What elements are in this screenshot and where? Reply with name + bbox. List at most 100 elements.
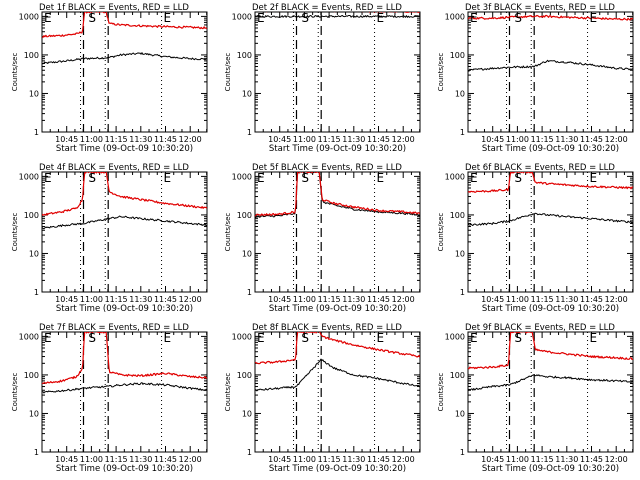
- x-axis-label: Start Time (09-Oct-09 10:30:20): [269, 464, 406, 474]
- plot-frame: [41, 171, 208, 293]
- marker-label: E: [44, 171, 52, 185]
- x-tick-label: 12:00: [605, 135, 628, 144]
- detector-panel: Det 3f BLACK = Events, RED = LLD 1 10 100 10…: [437, 3, 634, 154]
- x-tick-label: 12:00: [392, 295, 415, 304]
- x-tick-label: 11:15: [105, 295, 128, 304]
- x-tick-label: 11:00: [80, 135, 103, 144]
- marker-label: E: [164, 331, 172, 345]
- panel-title: Det 1f BLACK = Events, RED = LLD: [39, 3, 189, 13]
- x-tick-label: 11:30: [342, 295, 365, 304]
- detector-panel: Det 6f BLACK = Events, RED = LLD 1 10 100 10…: [437, 163, 634, 314]
- marker-label: E: [164, 11, 172, 25]
- y-tick-label: 1: [460, 128, 465, 137]
- x-axis-label: Start Time (09-Oct-09 10:30:20): [56, 304, 193, 314]
- marker-label: S: [301, 11, 309, 25]
- x-tick-label: 11:00: [293, 455, 316, 464]
- plot-frame: [41, 11, 208, 133]
- detector-panel: Det 5f BLACK = Events, RED = LLD 1 10 100 10…: [224, 163, 421, 314]
- x-tick-label: 10:45: [481, 455, 504, 464]
- marker-label: S: [514, 11, 522, 25]
- y-tick-label: 10: [29, 249, 39, 258]
- x-tick-label: 11:30: [342, 135, 365, 144]
- x-tick-label: 11:45: [154, 455, 177, 464]
- y-tick-label: 10: [455, 409, 465, 418]
- x-tick-label: 12:00: [605, 455, 628, 464]
- y-tick-label: 1000: [232, 332, 252, 341]
- x-tick-label: 11:00: [506, 455, 529, 464]
- panel-title: Det 5f BLACK = Events, RED = LLD: [252, 163, 402, 173]
- x-tick-label: 11:30: [129, 135, 152, 144]
- x-axis-label: Start Time (09-Oct-09 10:30:20): [269, 144, 406, 154]
- y-tick-label: 10: [242, 249, 252, 258]
- events-line: [468, 374, 633, 392]
- y-tick-label: 1: [247, 448, 252, 457]
- panel-title: Det 3f BLACK = Events, RED = LLD: [465, 3, 615, 13]
- y-tick-label: 100: [450, 211, 465, 220]
- lld-line: [42, 332, 207, 385]
- x-tick-label: 11:00: [506, 295, 529, 304]
- plot-frame: [41, 331, 208, 453]
- panel-title: Det 4f BLACK = Events, RED = LLD: [39, 163, 189, 173]
- lld-line: [42, 12, 207, 38]
- x-tick-label: 11:15: [531, 295, 554, 304]
- events-line: [255, 358, 420, 392]
- marker-label: S: [88, 171, 96, 185]
- panel-title: Det 6f BLACK = Events, RED = LLD: [465, 163, 615, 173]
- x-tick-label: 10:45: [55, 455, 78, 464]
- y-tick-label: 1000: [19, 332, 39, 341]
- y-tick-label: 1000: [445, 12, 465, 21]
- x-tick-label: 11:30: [129, 295, 152, 304]
- y-tick-label: 1000: [19, 12, 39, 21]
- y-tick-label: 10: [29, 409, 39, 418]
- y-tick-label: 1: [247, 288, 252, 297]
- marker-label: E: [377, 171, 385, 185]
- x-axis-label: Start Time (09-Oct-09 10:30:20): [482, 464, 619, 474]
- y-tick-label: 1: [460, 288, 465, 297]
- y-tick-label: 10: [242, 409, 252, 418]
- x-tick-label: 11:15: [318, 135, 341, 144]
- x-tick-label: 11:15: [531, 455, 554, 464]
- y-tick-label: 100: [237, 211, 252, 220]
- detector-panel: Det 9f BLACK = Events, RED = LLD 1 10 100 10…: [437, 323, 634, 474]
- x-tick-label: 11:45: [367, 135, 390, 144]
- x-tick-label: 11:00: [80, 455, 103, 464]
- plot-frame: [467, 331, 634, 453]
- x-tick-label: 10:45: [55, 135, 78, 144]
- panel-title: Det 2f BLACK = Events, RED = LLD: [252, 3, 402, 13]
- x-tick-label: 10:45: [268, 135, 291, 144]
- detector-panel: Det 7f BLACK = Events, RED = LLD 1 10 100 10…: [11, 323, 208, 474]
- y-tick-label: 10: [455, 89, 465, 98]
- y-tick-label: 1: [247, 128, 252, 137]
- x-tick-label: 12:00: [179, 135, 202, 144]
- marker-label: S: [88, 331, 96, 345]
- y-axis-label: Counts/sec: [437, 213, 445, 252]
- x-tick-label: 11:45: [580, 135, 603, 144]
- marker-label: S: [514, 331, 522, 345]
- x-tick-label: 11:00: [293, 135, 316, 144]
- x-axis-label: Start Time (09-Oct-09 10:30:20): [482, 144, 619, 154]
- x-tick-label: 11:45: [580, 295, 603, 304]
- y-axis-label: Counts/sec: [437, 373, 445, 412]
- events-line: [255, 172, 420, 219]
- marker-label: E: [377, 11, 385, 25]
- y-axis-label: Counts/sec: [11, 213, 19, 252]
- x-tick-label: 11:30: [555, 295, 578, 304]
- x-axis-label: Start Time (09-Oct-09 10:30:20): [269, 304, 406, 314]
- x-tick-label: 11:30: [555, 455, 578, 464]
- y-tick-label: 10: [242, 89, 252, 98]
- marker-label: E: [257, 11, 265, 25]
- y-tick-label: 100: [237, 371, 252, 380]
- events-line: [468, 59, 633, 72]
- x-tick-label: 12:00: [179, 455, 202, 464]
- detector-panel: Det 8f BLACK = Events, RED = LLD 1 10 100 10…: [224, 323, 421, 474]
- y-tick-label: 100: [450, 371, 465, 380]
- lld-line: [255, 332, 420, 365]
- marker-label: E: [590, 11, 598, 25]
- marker-label: E: [470, 11, 478, 25]
- y-axis-label: Counts/sec: [11, 53, 19, 92]
- marker-label: S: [88, 11, 96, 25]
- panel-title: Det 7f BLACK = Events, RED = LLD: [39, 323, 189, 333]
- x-tick-label: 11:00: [506, 135, 529, 144]
- marker-label: E: [44, 331, 52, 345]
